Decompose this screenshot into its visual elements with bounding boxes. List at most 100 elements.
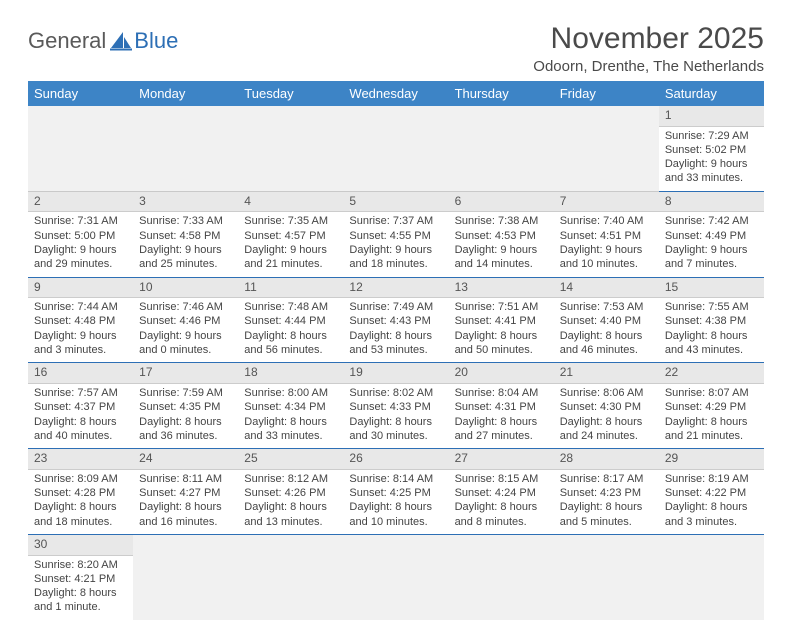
brand-part1: General bbox=[28, 28, 106, 54]
sunrise-line: Sunrise: 7:59 AM bbox=[139, 386, 232, 400]
day-number: 19 bbox=[343, 363, 448, 384]
daylight-line: Daylight: 8 hours and 16 minutes. bbox=[139, 500, 232, 529]
calendar-week-row: 9Sunrise: 7:44 AMSunset: 4:48 PMDaylight… bbox=[28, 277, 764, 363]
calendar-table: Sunday Monday Tuesday Wednesday Thursday… bbox=[28, 81, 764, 620]
day-number: 6 bbox=[449, 192, 554, 213]
daylight-line: Daylight: 8 hours and 30 minutes. bbox=[349, 415, 442, 444]
weekday-header: Friday bbox=[554, 81, 659, 106]
calendar-day-cell: 8Sunrise: 7:42 AMSunset: 4:49 PMDaylight… bbox=[659, 191, 764, 277]
sunrise-line: Sunrise: 7:49 AM bbox=[349, 300, 442, 314]
day-number: 18 bbox=[238, 363, 343, 384]
calendar-day-cell: 10Sunrise: 7:46 AMSunset: 4:46 PMDayligh… bbox=[133, 277, 238, 363]
sunset-line: Sunset: 4:37 PM bbox=[34, 400, 127, 414]
daylight-line: Daylight: 8 hours and 5 minutes. bbox=[560, 500, 653, 529]
page-title: November 2025 bbox=[533, 22, 764, 56]
sunset-line: Sunset: 4:46 PM bbox=[139, 314, 232, 328]
calendar-day-cell: 21Sunrise: 8:06 AMSunset: 4:30 PMDayligh… bbox=[554, 363, 659, 449]
sunrise-line: Sunrise: 7:40 AM bbox=[560, 214, 653, 228]
daylight-line: Daylight: 9 hours and 21 minutes. bbox=[244, 243, 337, 272]
daylight-line: Daylight: 8 hours and 46 minutes. bbox=[560, 329, 653, 358]
day-number: 4 bbox=[238, 192, 343, 213]
sunset-line: Sunset: 4:27 PM bbox=[139, 486, 232, 500]
sunset-line: Sunset: 4:21 PM bbox=[34, 572, 127, 586]
calendar-day-cell: 24 Sunrise: 8:11 AMSunset: 4:27 PMDayligh… bbox=[133, 449, 238, 535]
daylight-line: Daylight: 8 hours and 53 minutes. bbox=[349, 329, 442, 358]
sunset-line: Sunset: 4:24 PM bbox=[455, 486, 548, 500]
sunset-line: Sunset: 4:57 PM bbox=[244, 229, 337, 243]
calendar-week-row: 2Sunrise: 7:31 AMSunset: 5:00 PMDaylight… bbox=[28, 191, 764, 277]
calendar-day-cell: 9Sunrise: 7:44 AMSunset: 4:48 PMDaylight… bbox=[28, 277, 133, 363]
calendar-day-cell bbox=[133, 534, 238, 619]
sunset-line: Sunset: 4:41 PM bbox=[455, 314, 548, 328]
brand-part2: Blue bbox=[134, 28, 178, 54]
sunrise-line: Sunrise: 7:33 AM bbox=[139, 214, 232, 228]
daylight-line: Daylight: 8 hours and 3 minutes. bbox=[665, 500, 758, 529]
calendar-day-cell bbox=[659, 534, 764, 619]
sunset-line: Sunset: 4:55 PM bbox=[349, 229, 442, 243]
daylight-line: Daylight: 8 hours and 27 minutes. bbox=[455, 415, 548, 444]
sunrise-line: Sunrise: 8:11 AM bbox=[139, 472, 232, 486]
sunset-line: Sunset: 4:28 PM bbox=[34, 486, 127, 500]
sunrise-line: Sunrise: 7:51 AM bbox=[455, 300, 548, 314]
calendar-day-cell: 25Sunrise: 8:12 AMSunset: 4:26 PMDayligh… bbox=[238, 449, 343, 535]
day-number: 28 bbox=[554, 449, 659, 470]
calendar-day-cell bbox=[554, 534, 659, 619]
calendar-day-cell: 23Sunrise: 8:09 AMSunset: 4:28 PMDayligh… bbox=[28, 449, 133, 535]
calendar-day-cell bbox=[343, 106, 448, 191]
sunrise-line: Sunrise: 7:37 AM bbox=[349, 214, 442, 228]
day-number: 21 bbox=[554, 363, 659, 384]
daylight-line: Daylight: 8 hours and 1 minute. bbox=[34, 586, 127, 615]
sunrise-line: Sunrise: 8:00 AM bbox=[244, 386, 337, 400]
weekday-header: Monday bbox=[133, 81, 238, 106]
sunrise-line: Sunrise: 8:15 AM bbox=[455, 472, 548, 486]
title-block: November 2025 Odoorn, Drenthe, The Nethe… bbox=[533, 22, 764, 75]
sunrise-line: Sunrise: 8:09 AM bbox=[34, 472, 127, 486]
day-number: 12 bbox=[343, 278, 448, 299]
daylight-line: Daylight: 9 hours and 14 minutes. bbox=[455, 243, 548, 272]
calendar-day-cell bbox=[449, 106, 554, 191]
sunset-line: Sunset: 4:30 PM bbox=[560, 400, 653, 414]
sunset-line: Sunset: 4:51 PM bbox=[560, 229, 653, 243]
day-number: 24 bbox=[133, 449, 238, 470]
daylight-line: Daylight: 8 hours and 33 minutes. bbox=[244, 415, 337, 444]
calendar-day-cell: 29Sunrise: 8:19 AMSunset: 4:22 PMDayligh… bbox=[659, 449, 764, 535]
sunrise-line: Sunrise: 7:53 AM bbox=[560, 300, 653, 314]
day-number: 25 bbox=[238, 449, 343, 470]
sunrise-line: Sunrise: 8:04 AM bbox=[455, 386, 548, 400]
day-number: 16 bbox=[28, 363, 133, 384]
calendar-day-cell: 18Sunrise: 8:00 AMSunset: 4:34 PMDayligh… bbox=[238, 363, 343, 449]
brand-sail-icon bbox=[110, 31, 132, 51]
sunrise-line: Sunrise: 8:17 AM bbox=[560, 472, 653, 486]
sunrise-line: Sunrise: 7:57 AM bbox=[34, 386, 127, 400]
calendar-day-cell: 12Sunrise: 7:49 AMSunset: 4:43 PMDayligh… bbox=[343, 277, 448, 363]
brand-logo: General Blue bbox=[28, 22, 178, 54]
calendar-day-cell: 5Sunrise: 7:37 AMSunset: 4:55 PMDaylight… bbox=[343, 191, 448, 277]
sunrise-line: Sunrise: 7:29 AM bbox=[665, 129, 758, 143]
calendar-day-cell bbox=[238, 106, 343, 191]
day-number: 17 bbox=[133, 363, 238, 384]
day-number: 22 bbox=[659, 363, 764, 384]
calendar-day-cell: 3Sunrise: 7:33 AMSunset: 4:58 PMDaylight… bbox=[133, 191, 238, 277]
sunset-line: Sunset: 4:26 PM bbox=[244, 486, 337, 500]
sunset-line: Sunset: 5:00 PM bbox=[34, 229, 127, 243]
calendar-day-cell: 15Sunrise: 7:55 AMSunset: 4:38 PMDayligh… bbox=[659, 277, 764, 363]
daylight-line: Daylight: 8 hours and 8 minutes. bbox=[455, 500, 548, 529]
sunset-line: Sunset: 5:02 PM bbox=[665, 143, 758, 157]
calendar-week-row: 23Sunrise: 8:09 AMSunset: 4:28 PMDayligh… bbox=[28, 449, 764, 535]
weekday-header: Wednesday bbox=[343, 81, 448, 106]
calendar-day-cell: 27 Sunrise: 8:15 AMSunset: 4:24 PMDayligh… bbox=[449, 449, 554, 535]
calendar-day-cell: 2Sunrise: 7:31 AMSunset: 5:00 PMDaylight… bbox=[28, 191, 133, 277]
sunrise-line: Sunrise: 8:14 AM bbox=[349, 472, 442, 486]
day-number: 27 bbox=[449, 449, 554, 470]
calendar-day-cell bbox=[28, 106, 133, 191]
sunrise-line: Sunrise: 8:02 AM bbox=[349, 386, 442, 400]
daylight-line: Daylight: 9 hours and 10 minutes. bbox=[560, 243, 653, 272]
sunset-line: Sunset: 4:31 PM bbox=[455, 400, 548, 414]
day-number: 11 bbox=[238, 278, 343, 299]
sunset-line: Sunset: 4:44 PM bbox=[244, 314, 337, 328]
daylight-line: Daylight: 8 hours and 18 minutes. bbox=[34, 500, 127, 529]
daylight-line: Daylight: 9 hours and 3 minutes. bbox=[34, 329, 127, 358]
calendar-day-cell: 17Sunrise: 7:59 AMSunset: 4:35 PMDayligh… bbox=[133, 363, 238, 449]
day-number: 13 bbox=[449, 278, 554, 299]
calendar-day-cell: 26Sunrise: 8:14 AMSunset: 4:25 PMDayligh… bbox=[343, 449, 448, 535]
